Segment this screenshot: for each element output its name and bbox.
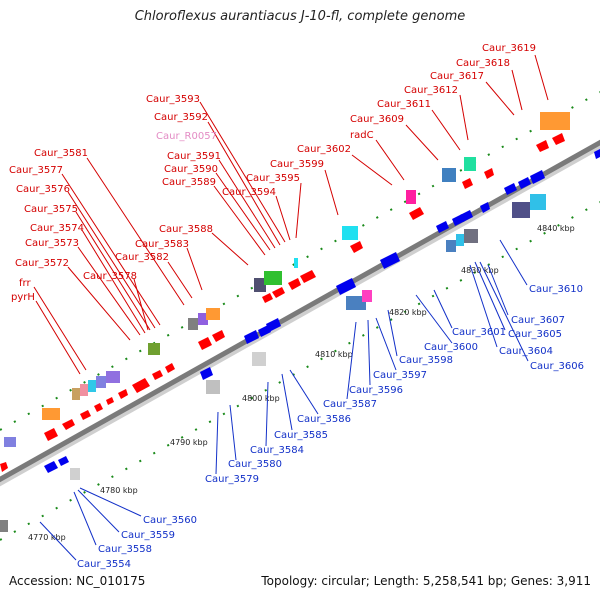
gene-label-caur-3583[interactable]: Caur_3583 (135, 239, 189, 250)
gene-label-caur-3559[interactable]: Caur_3559 (121, 530, 175, 541)
gene-label-caur-3581[interactable]: Caur_3581 (34, 148, 88, 159)
gene-label-caur-3574[interactable]: Caur_3574 (30, 223, 84, 234)
gene-label-caur-3595[interactable]: Caur_3595 (246, 173, 300, 184)
gene-label-caur-3607[interactable]: Caur_3607 (511, 315, 565, 326)
gene-label-caur-3618[interactable]: Caur_3618 (456, 58, 510, 69)
gene-label-caur-3606[interactable]: Caur_3606 (530, 361, 584, 372)
gene-label-caur-3591[interactable]: Caur_3591 (167, 151, 221, 162)
gene-label-caur-3560[interactable]: Caur_3560 (143, 515, 197, 526)
gene-label-caur-3585[interactable]: Caur_3585 (274, 430, 328, 441)
gene-label-caur-3612[interactable]: Caur_3612 (404, 85, 458, 96)
genome-backbone (0, 139, 600, 483)
gene-label-caur-3587[interactable]: Caur_3587 (323, 399, 377, 410)
topology-text: Topology: circular; Length: 5,258,541 bp… (261, 574, 591, 588)
gene-label-caur-3604[interactable]: Caur_3604 (499, 346, 553, 357)
gene-label-caur-3592[interactable]: Caur_3592 (154, 112, 208, 123)
gene-label-caur-3582[interactable]: Caur_3582 (115, 252, 169, 263)
forward-blocks (4, 112, 570, 447)
gene-label-caur-3589[interactable]: Caur_3589 (162, 177, 216, 188)
gene-label-caur-3611[interactable]: Caur_3611 (377, 99, 431, 110)
gene-label-caur-3558[interactable]: Caur_3558 (98, 544, 152, 555)
gene-label-caur-3577[interactable]: Caur_3577 (9, 165, 63, 176)
gene-label-caur-3596[interactable]: Caur_3596 (349, 385, 403, 396)
gene-label-caur-r0057[interactable]: Caur_R0057 (156, 131, 217, 142)
reverse-leader-lines (39, 239, 529, 561)
gene-label-caur-3573[interactable]: Caur_3573 (25, 238, 79, 249)
gene-label-caur-3554[interactable]: Caur_3554 (77, 559, 131, 570)
scale-label-4840: 4840 kbp (537, 224, 575, 233)
gene-label-caur-3600[interactable]: Caur_3600 (424, 342, 478, 353)
gene-label-caur-3576[interactable]: Caur_3576 (16, 184, 70, 195)
gene-label-caur-3594[interactable]: Caur_3594 (222, 187, 276, 198)
scale-label-4790: 4790 kbp (170, 438, 208, 447)
reverse-genes (44, 149, 600, 473)
gene-label-caur-3575[interactable]: Caur_3575 (24, 204, 78, 215)
gene-label-caur-3578[interactable]: Caur_3578 (83, 271, 137, 282)
gene-label-caur-3617[interactable]: Caur_3617 (430, 71, 484, 82)
gene-label-radc[interactable]: radC (350, 130, 374, 141)
gene-label-caur-3609[interactable]: Caur_3609 (350, 114, 404, 125)
gene-label-caur-3588[interactable]: Caur_3588 (159, 224, 213, 235)
gene-label-caur-3619[interactable]: Caur_3619 (482, 43, 536, 54)
gene-label-caur-3580[interactable]: Caur_3580 (228, 459, 282, 470)
scale-label-4770: 4770 kbp (28, 533, 66, 542)
scale-label-4810: 4810 kbp (315, 350, 353, 359)
genome-backbone-shadow (0, 141, 600, 487)
scale-label-4830: 4830 kbp (461, 266, 499, 275)
gene-label-frr[interactable]: frr (19, 278, 31, 289)
scale-label-4800: 4800 kbp (242, 394, 280, 403)
gene-label-caur-3586[interactable]: Caur_3586 (297, 414, 351, 425)
accession-text: Accession: NC_010175 (9, 574, 146, 588)
gene-label-caur-3593[interactable]: Caur_3593 (146, 94, 200, 105)
gene-label-caur-3602[interactable]: Caur_3602 (297, 144, 351, 155)
forward-leader-lines (33, 54, 549, 375)
gene-label-caur-3598[interactable]: Caur_3598 (399, 355, 453, 366)
forward-genes (0, 133, 565, 472)
gene-label-caur-3590[interactable]: Caur_3590 (164, 164, 218, 175)
gene-label-caur-3597[interactable]: Caur_3597 (373, 370, 427, 381)
scale-label-4820: 4820 kbp (389, 308, 427, 317)
gene-label-caur-3605[interactable]: Caur_3605 (508, 329, 562, 340)
gene-label-caur-3610[interactable]: Caur_3610 (529, 284, 583, 295)
reverse-blocks (0, 194, 546, 532)
gene-label-caur-3601[interactable]: Caur_3601 (452, 327, 506, 338)
map-title: Chloroflexus aurantiacus J-10-fl, comple… (134, 9, 466, 24)
gene-label-pyrh[interactable]: pyrH (11, 292, 35, 303)
gene-label-caur-3599[interactable]: Caur_3599 (270, 159, 324, 170)
gene-label-caur-3572[interactable]: Caur_3572 (15, 258, 69, 269)
gene-label-caur-3579[interactable]: Caur_3579 (205, 474, 259, 485)
gene-label-caur-3584[interactable]: Caur_3584 (250, 445, 304, 456)
scale-label-4780: 4780 kbp (100, 486, 138, 495)
